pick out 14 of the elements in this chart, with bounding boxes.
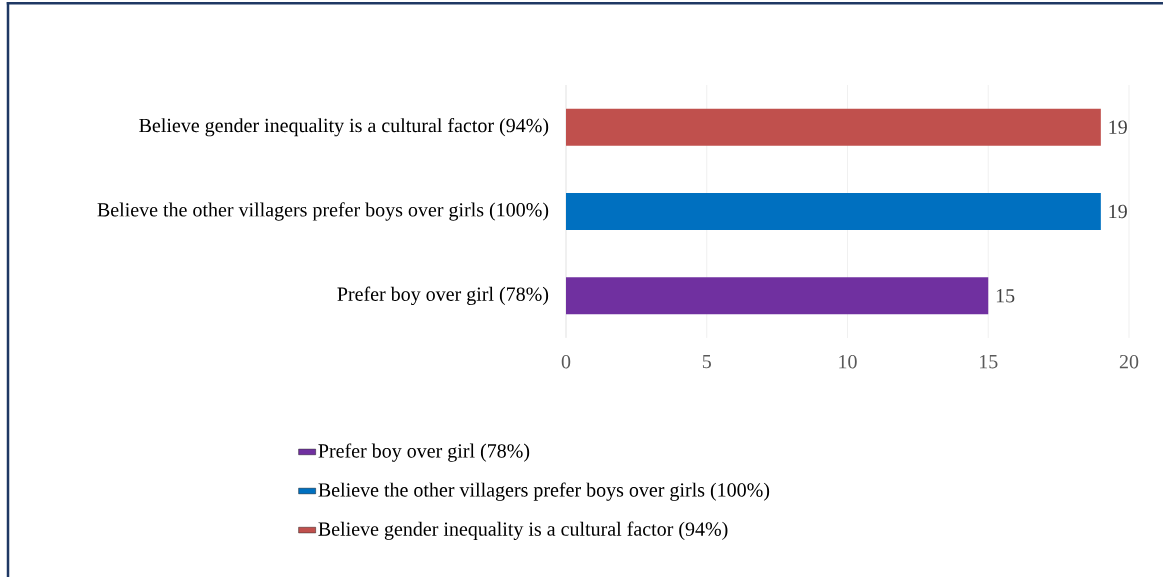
data-label: 15 [996, 289, 1015, 303]
x-tick-label: 5 [702, 354, 711, 369]
x-tick-label: 10 [839, 354, 857, 369]
y-tick-label: Believe gender inequality is a cultural factor (94%) [139, 117, 549, 137]
x-tick-label: 0 [561, 354, 571, 369]
legend-label: Believe the other villagers prefer boys over girls (100%) [318, 482, 770, 501]
legend-label: Believe gender inequality is a cultural factor (94%) [318, 521, 728, 540]
y-tick-label: Prefer boy over girl (78%) [337, 286, 549, 306]
legend-label: Prefer boy over girl (78%) [318, 443, 530, 462]
x-tick-label: 15 [980, 354, 998, 369]
x-tick-label: 20 [1119, 354, 1139, 369]
y-tick-label: Believe the other villagers prefer boys over girls (100%) [97, 202, 549, 221]
data-label: 19 [1109, 120, 1127, 134]
data-label: 19 [1109, 204, 1127, 219]
